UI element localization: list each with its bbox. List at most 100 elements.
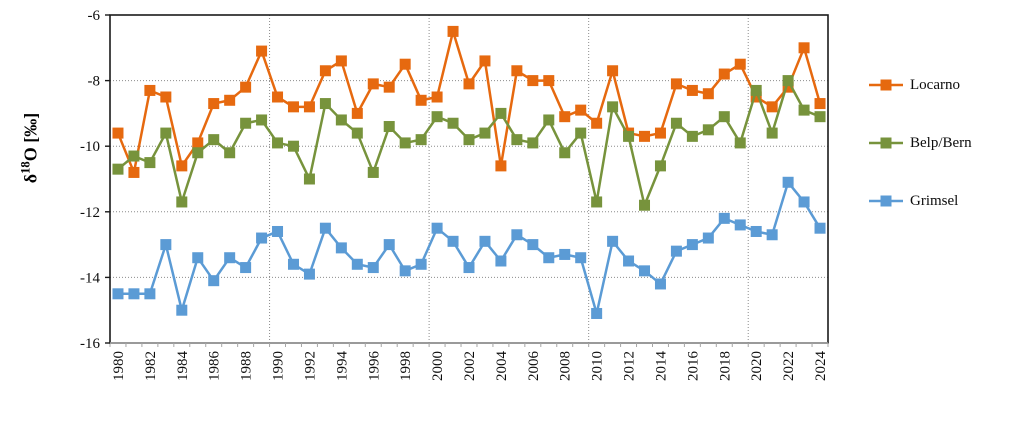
data-point-marker bbox=[351, 127, 363, 139]
x-tick-label-1996: 1996 bbox=[366, 351, 382, 382]
data-point-marker bbox=[543, 75, 555, 87]
data-point-marker bbox=[718, 111, 730, 123]
y-tick-label: -10 bbox=[80, 139, 100, 155]
data-point-marker bbox=[335, 114, 347, 126]
data-point-marker bbox=[686, 130, 698, 142]
data-point-marker bbox=[607, 65, 619, 77]
data-point-marker bbox=[575, 252, 587, 264]
data-point-marker bbox=[670, 245, 682, 257]
data-point-marker bbox=[224, 94, 236, 106]
data-point-marker bbox=[415, 258, 427, 270]
data-point-marker bbox=[495, 255, 507, 267]
legend-label: Grimsel bbox=[910, 192, 959, 209]
data-point-marker bbox=[256, 114, 268, 126]
data-point-marker bbox=[287, 101, 299, 113]
data-point-marker bbox=[144, 288, 156, 300]
data-point-marker bbox=[798, 196, 810, 208]
data-point-marker bbox=[670, 117, 682, 129]
data-point-marker bbox=[623, 255, 635, 267]
data-point-marker bbox=[511, 229, 523, 241]
legend: Locarno Belp/Bern Grimsel bbox=[869, 74, 972, 248]
data-point-marker bbox=[575, 104, 587, 116]
data-point-marker bbox=[447, 117, 459, 129]
data-point-marker bbox=[383, 81, 395, 93]
data-point-marker bbox=[814, 222, 826, 234]
data-point-marker bbox=[144, 84, 156, 96]
x-tick-label-2008: 2008 bbox=[558, 351, 574, 381]
data-point-marker bbox=[559, 147, 571, 159]
data-point-marker bbox=[112, 288, 124, 300]
data-point-marker bbox=[479, 55, 491, 67]
data-point-marker bbox=[208, 275, 220, 287]
data-point-marker bbox=[782, 176, 794, 188]
data-point-marker bbox=[303, 101, 315, 113]
x-tick-label-2022: 2022 bbox=[781, 351, 797, 381]
x-tick-label-1980: 1980 bbox=[111, 351, 127, 381]
data-point-marker bbox=[272, 225, 284, 237]
x-tick-label-2000: 2000 bbox=[430, 351, 446, 381]
x-tick-label-2024: 2024 bbox=[813, 351, 829, 382]
data-point-marker bbox=[208, 98, 220, 110]
data-point-marker bbox=[702, 232, 714, 244]
data-point-marker bbox=[750, 225, 762, 237]
data-point-marker bbox=[287, 258, 299, 270]
y-tick-label: -6 bbox=[88, 8, 101, 24]
plot-area-border bbox=[109, 14, 829, 344]
data-point-marker bbox=[527, 137, 539, 149]
x-tick-label-2018: 2018 bbox=[717, 351, 733, 381]
legend-swatch-icon bbox=[869, 195, 903, 207]
legend-swatch-icon bbox=[869, 79, 903, 91]
x-tick-label-1984: 1984 bbox=[175, 351, 191, 382]
data-point-marker bbox=[447, 235, 459, 247]
data-point-marker bbox=[208, 134, 220, 146]
legend-item-grimsel: Grimsel bbox=[869, 190, 972, 212]
data-point-marker bbox=[814, 98, 826, 110]
data-point-marker bbox=[782, 75, 794, 87]
data-point-marker bbox=[766, 229, 778, 241]
x-tick-label-2006: 2006 bbox=[526, 351, 542, 382]
legend-item-belp-bern: Belp/Bern bbox=[869, 132, 972, 154]
x-tick-label-1992: 1992 bbox=[302, 351, 318, 381]
data-point-marker bbox=[335, 242, 347, 254]
data-point-marker bbox=[399, 265, 411, 277]
x-tick-label-2010: 2010 bbox=[590, 351, 606, 381]
x-tick-label-1994: 1994 bbox=[334, 351, 350, 382]
x-tick-label-2020: 2020 bbox=[749, 351, 765, 381]
data-point-marker bbox=[734, 137, 746, 149]
data-point-marker bbox=[351, 258, 363, 270]
data-point-marker bbox=[240, 117, 252, 129]
x-tick-label-1986: 1986 bbox=[207, 351, 223, 382]
data-point-marker bbox=[766, 101, 778, 113]
x-tick-label-2012: 2012 bbox=[622, 351, 638, 381]
data-point-marker bbox=[224, 147, 236, 159]
data-point-marker bbox=[479, 235, 491, 247]
data-point-marker bbox=[176, 304, 188, 316]
series-belp-bern bbox=[112, 75, 826, 211]
data-point-marker bbox=[702, 124, 714, 136]
data-point-marker bbox=[463, 262, 475, 274]
data-point-marker bbox=[431, 222, 443, 234]
data-point-marker bbox=[256, 232, 268, 244]
data-point-marker bbox=[607, 101, 619, 113]
data-point-marker bbox=[415, 94, 427, 106]
data-point-marker bbox=[734, 219, 746, 231]
data-point-marker bbox=[527, 239, 539, 251]
data-point-marker bbox=[591, 196, 603, 208]
data-point-marker bbox=[639, 130, 651, 142]
data-point-marker bbox=[367, 262, 379, 274]
data-point-marker bbox=[399, 58, 411, 70]
data-point-marker bbox=[718, 212, 730, 224]
data-point-marker bbox=[176, 160, 188, 172]
data-point-marker bbox=[176, 196, 188, 208]
data-point-marker bbox=[160, 91, 172, 103]
series-locarno bbox=[112, 25, 826, 178]
data-point-marker bbox=[367, 78, 379, 90]
data-point-marker bbox=[559, 111, 571, 123]
series-grimsel bbox=[112, 176, 826, 319]
data-point-marker bbox=[192, 252, 204, 264]
x-tick-label-2004: 2004 bbox=[494, 351, 510, 382]
data-point-marker bbox=[495, 107, 507, 119]
data-point-marker bbox=[192, 137, 204, 149]
